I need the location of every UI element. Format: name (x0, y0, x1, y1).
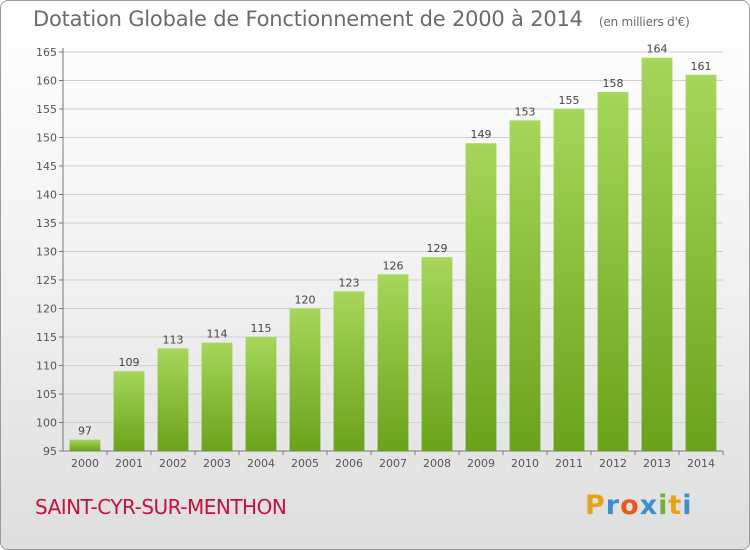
x-tick-label: 2004 (247, 457, 275, 470)
logo-letter: P (585, 490, 606, 521)
y-tick-label: 140 (36, 189, 57, 202)
chart-title: Dotation Globale de Fonctionnement de 20… (33, 7, 690, 31)
x-tick-label: 2000 (71, 457, 99, 470)
y-tick-label: 165 (36, 46, 57, 59)
y-tick-label: 150 (36, 132, 57, 145)
x-tick-label: 2002 (159, 457, 187, 470)
logo-letter: o (620, 490, 640, 521)
bar (641, 57, 673, 451)
x-tick-label: 2007 (379, 457, 407, 470)
x-tick-label: 2009 (467, 457, 495, 470)
y-tick-label: 145 (36, 160, 57, 173)
logo-letter: i (658, 490, 669, 521)
x-tick-label: 2008 (423, 457, 451, 470)
logo-letter: r (605, 490, 621, 521)
data-label: 123 (339, 276, 360, 289)
bar (289, 308, 321, 451)
data-label: 158 (603, 77, 624, 90)
y-tick-label: 115 (36, 331, 57, 344)
commune-name: SAINT-CYR-SUR-MENTHON (35, 495, 287, 519)
bar (113, 371, 145, 451)
y-tick-label: 100 (36, 417, 57, 430)
proxiti-logo: Proxiti (585, 490, 693, 521)
x-tick-label: 2003 (203, 457, 231, 470)
y-tick-label: 130 (36, 246, 57, 259)
logo-letter: x (639, 490, 659, 521)
bar (69, 439, 101, 451)
data-label: 149 (471, 128, 492, 141)
data-label: 115 (251, 322, 272, 335)
data-label: 155 (559, 94, 580, 107)
bar (421, 257, 453, 451)
bar (465, 143, 497, 451)
x-tick-label: 2001 (115, 457, 143, 470)
logo-letter: t (668, 490, 683, 521)
bar (685, 74, 717, 452)
y-tick-label: 120 (36, 303, 57, 316)
y-tick-label: 105 (36, 388, 57, 401)
data-label: 114 (207, 328, 228, 341)
bar (201, 342, 233, 451)
x-tick-label: 2013 (643, 457, 671, 470)
bar (377, 274, 409, 451)
data-label: 97 (78, 425, 92, 438)
bar (157, 348, 189, 451)
y-tick-label: 95 (43, 445, 57, 458)
x-tick-label: 2014 (687, 457, 715, 470)
y-tick-label: 135 (36, 217, 57, 230)
bar (509, 120, 541, 452)
data-label: 161 (691, 60, 712, 73)
x-tick-label: 2006 (335, 457, 363, 470)
data-label: 109 (119, 356, 140, 369)
bar (245, 337, 277, 451)
data-label: 164 (647, 43, 668, 56)
data-label: 120 (295, 294, 316, 307)
logo-letter: i (682, 490, 693, 521)
x-tick-label: 2012 (599, 457, 627, 470)
bar (553, 109, 585, 451)
y-tick-label: 125 (36, 274, 57, 287)
x-tick-label: 2005 (291, 457, 319, 470)
bar (333, 291, 365, 451)
chart-unit: (en milliers d'€) (598, 15, 690, 29)
y-tick-label: 160 (36, 75, 57, 88)
y-tick-label: 155 (36, 103, 57, 116)
data-label: 129 (427, 242, 448, 255)
chart-title-text: Dotation Globale de Fonctionnement de 20… (33, 7, 583, 31)
data-label: 126 (383, 259, 404, 272)
y-tick-label: 110 (36, 360, 57, 373)
x-tick-label: 2011 (555, 457, 583, 470)
data-label: 153 (515, 105, 536, 118)
bar (597, 91, 629, 452)
data-label: 113 (163, 333, 184, 346)
x-tick-label: 2010 (511, 457, 539, 470)
